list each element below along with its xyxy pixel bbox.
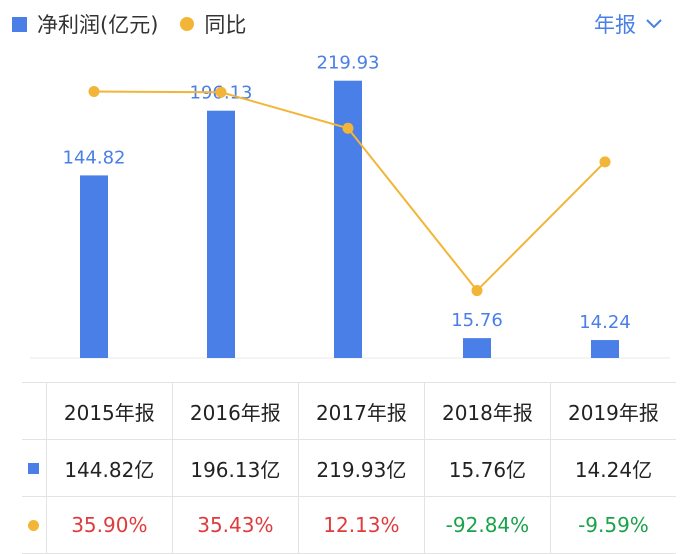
- profit-cell: 196.13亿: [173, 440, 299, 496]
- profit-row-marker-cell: [22, 440, 47, 496]
- bar-data-label-1: 144.82: [63, 147, 126, 168]
- line-legend-marker: [180, 17, 195, 31]
- growth-point-5: [599, 156, 611, 168]
- growth-point-3: [342, 122, 354, 134]
- bar-2: [207, 110, 235, 358]
- period-selector-label: 年报: [594, 13, 636, 37]
- chevron-down-icon: [646, 19, 662, 29]
- table-header-cell: 2017年报: [299, 383, 425, 439]
- table-header-cell: 2016年报: [173, 383, 299, 439]
- table-row-growth: 35.90% 35.43% 12.13% -92.84% -9.59%: [22, 497, 676, 554]
- bar-data-label-4: 15.76: [451, 310, 503, 331]
- growth-cell: -9.59%: [578, 513, 649, 537]
- chart-legend: 净利润(亿元) 同比: [0, 0, 700, 48]
- growth-point-1: [88, 86, 100, 98]
- growth-cell: -92.84%: [425, 497, 551, 553]
- data-table: 2015年报 2016年报 2017年报 2018年报 2019年报 144.8…: [22, 382, 676, 554]
- bar-data-label-5: 14.24: [579, 312, 631, 333]
- table-row-profit: 144.82亿 196.13亿 219.93亿 15.76亿 14.24亿: [22, 440, 676, 497]
- growth-row-marker: [28, 519, 40, 531]
- growth-point-4: [471, 285, 483, 297]
- bar-4: [463, 338, 491, 358]
- bar-data-label-3: 219.93: [317, 53, 380, 74]
- table-header-cell: 2019年报: [568, 400, 659, 425]
- profit-cell: 15.76亿: [425, 440, 551, 496]
- bar-legend-marker: [12, 16, 27, 32]
- growth-cell: 12.13%: [299, 497, 425, 553]
- growth-row-marker-cell: [22, 497, 47, 553]
- table-corner: [22, 383, 47, 439]
- bar-3: [334, 80, 362, 358]
- profit-cell: 144.82亿: [47, 440, 173, 496]
- profit-cell: 14.24亿: [574, 457, 653, 482]
- table-header-row: 2015年报 2016年报 2017年报 2018年报 2019年报: [22, 383, 676, 440]
- profit-row-marker: [28, 462, 40, 474]
- bar-5: [591, 340, 619, 358]
- bar-1: [80, 175, 108, 358]
- growth-point-2: [215, 86, 227, 98]
- legend-label-profit: 净利润(亿元): [37, 13, 159, 37]
- table-header-cell: 2015年报: [47, 383, 173, 439]
- table-header-cell: 2018年报: [425, 383, 551, 439]
- growth-cell: 35.90%: [47, 497, 173, 553]
- legend-item-growth[interactable]: 同比: [180, 9, 246, 39]
- period-selector[interactable]: 年报: [594, 6, 662, 42]
- legend-label-growth: 同比: [204, 13, 247, 37]
- growth-cell: 35.43%: [173, 497, 299, 553]
- profit-cell: 219.93亿: [299, 440, 425, 496]
- legend-item-profit[interactable]: 净利润(亿元): [0, 9, 158, 39]
